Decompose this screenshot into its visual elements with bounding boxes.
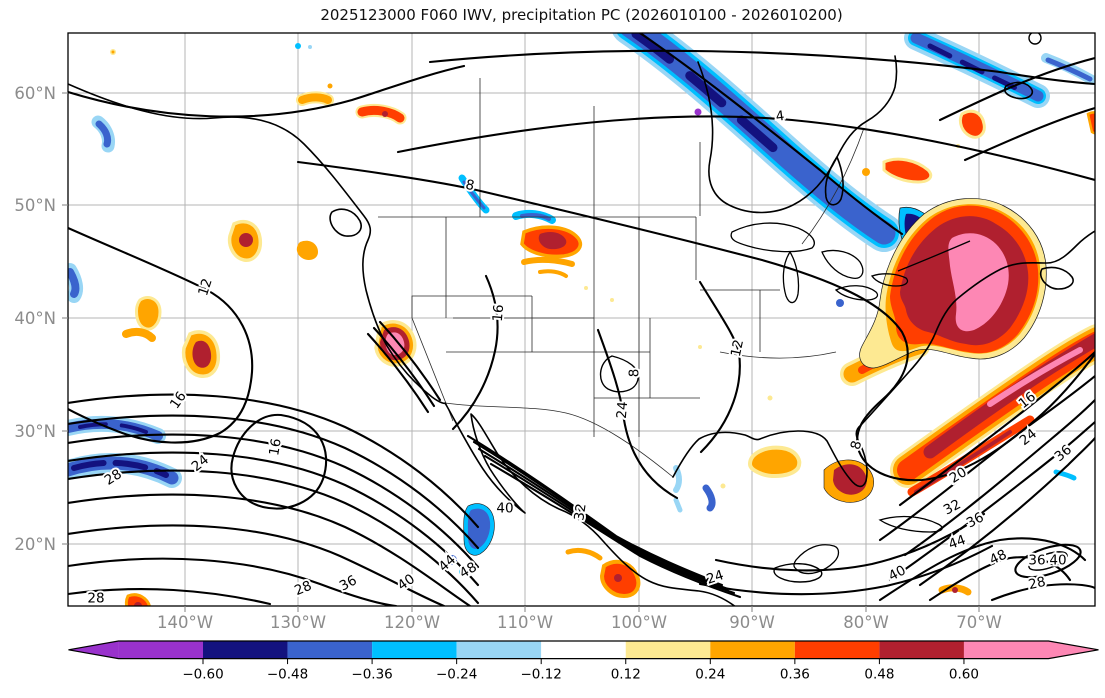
plot-frame	[67, 32, 1096, 607]
colorbar-tick-label: −0.48	[267, 667, 308, 683]
colorbar-arrow-right	[1048, 641, 1099, 659]
x-tick-label: 70°W	[956, 613, 1002, 632]
y-tick-label: 60°N	[14, 84, 56, 103]
state-borders	[378, 78, 865, 478]
nova-scotia	[1040, 266, 1074, 290]
colorbar-tick-label: 0.24	[695, 667, 725, 683]
contour-label: 36	[1028, 553, 1045, 569]
y-tick-label: 30°N	[14, 422, 56, 441]
yucatan	[793, 544, 840, 575]
colorbar-segment	[625, 641, 711, 659]
y-tick-label: 40°N	[14, 309, 56, 328]
iwv-contours	[68, 33, 1095, 606]
contour-label: 32	[571, 502, 589, 521]
colorbar-segment	[203, 641, 288, 659]
colorbar-tick-label: 0.60	[949, 667, 979, 683]
contour-label: 28	[87, 591, 104, 607]
y-tick-label: 50°N	[14, 196, 56, 215]
cuba	[878, 515, 943, 533]
contour-label: 28	[1027, 574, 1047, 593]
positive-band-atlantic	[890, 324, 1095, 497]
negative-blobs-south	[447, 299, 1077, 576]
contour-label: 8	[627, 369, 643, 378]
y-tick-label: 20°N	[14, 535, 56, 554]
colorbar-arrow-left	[68, 641, 119, 659]
contour-label: 48	[457, 559, 480, 581]
x-axis-longitude: 140°W 130°W 120°W 110°W 100°W 90°W 80°W 70°W	[157, 606, 1002, 632]
colorbar-segment	[456, 641, 542, 659]
contour-label: 12	[195, 277, 216, 298]
coastline-west	[68, 83, 736, 606]
colorbar-segment	[372, 641, 457, 659]
x-tick-label: 130°W	[270, 613, 326, 632]
colorbar-tick-label: −0.60	[182, 667, 223, 683]
colorbar-outline	[68, 640, 1099, 660]
x-tick-label: 140°W	[157, 613, 213, 632]
colorbar-segment	[118, 641, 203, 659]
contour-label: 24	[614, 401, 631, 420]
colorbar-tick-label: 0.48	[864, 667, 894, 683]
colorbar-segment	[794, 641, 880, 659]
lake-huron	[821, 249, 864, 279]
x-tick-label: 100°W	[611, 613, 667, 632]
negative-band-canada	[612, 33, 1095, 252]
contour-label: 16	[490, 304, 507, 323]
x-tick-label: 120°W	[384, 613, 440, 632]
colorbar-tick-label: −0.36	[351, 667, 392, 683]
x-tick-label: 90°W	[729, 613, 775, 632]
colorbar-segment	[963, 641, 1049, 659]
positive-blob-new-england	[840, 198, 1047, 386]
contour-label: 16	[167, 389, 190, 412]
colorbar-tick-label: 0.12	[611, 667, 641, 683]
precipitation-pc-shading	[68, 33, 1095, 606]
positive-blobs-north	[296, 91, 1095, 302]
colorbar-segment	[879, 641, 964, 659]
contour-label: 44	[436, 552, 459, 575]
contour-label: 4	[775, 108, 786, 125]
lake-ontario	[870, 273, 909, 287]
figure-title: 2025123000 F060 IWV, precipitation PC (2…	[320, 6, 843, 24]
contour-label: 40	[395, 571, 418, 594]
colorbar-segment	[287, 641, 373, 659]
vancouver-island	[329, 208, 362, 237]
lake-michigan	[782, 250, 800, 304]
colorbar-tick-label: −0.12	[521, 667, 562, 683]
colorbar-segment	[541, 641, 626, 659]
x-tick-label: 110°W	[497, 613, 553, 632]
colorbar-segment	[710, 641, 795, 659]
contour-label: 40	[496, 501, 513, 517]
contour-label: 12	[728, 338, 747, 358]
colorbar-tick-label: −0.24	[436, 667, 477, 683]
colorbar-precipitation-pc: −0.60 −0.48 −0.36 −0.24 −0.12 0.12 0.24 0.36 0.4…	[68, 640, 1099, 683]
positive-blobs-west-coast	[110, 49, 333, 606]
positive-blob-mexico	[565, 547, 641, 599]
contour-label: 8	[848, 439, 866, 451]
st-lawrence	[897, 240, 971, 272]
hudson-bay	[697, 55, 898, 214]
contour-label: 16	[266, 437, 285, 457]
colorbar-tick-label: 0.36	[780, 667, 810, 683]
lake-superior	[730, 222, 815, 253]
y-axis-latitude: 60°N 50°N 40°N 30°N 20°N	[14, 84, 68, 554]
lake-erie	[834, 285, 879, 301]
x-tick-label: 80°W	[843, 613, 889, 632]
contour-label: 40	[1049, 553, 1066, 569]
